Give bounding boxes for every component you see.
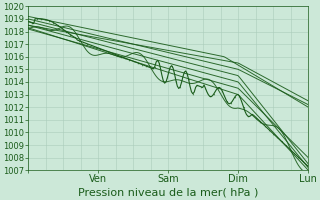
X-axis label: Pression niveau de la mer( hPa ): Pression niveau de la mer( hPa ) — [78, 187, 258, 197]
